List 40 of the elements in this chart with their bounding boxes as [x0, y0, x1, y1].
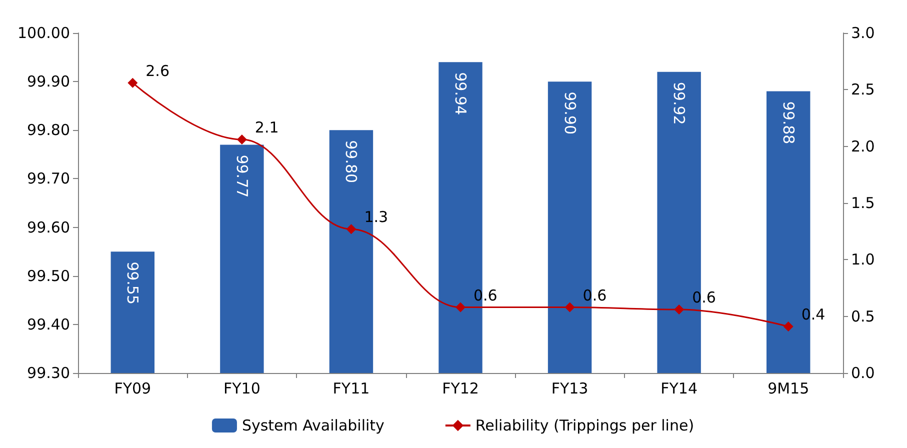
y-tick-label: 100.00 [18, 24, 70, 42]
point [346, 224, 356, 234]
point [674, 304, 684, 315]
y-tick-label: 99.30 [27, 364, 70, 382]
data-label: 99.77 [232, 154, 251, 198]
legend-label: Reliability (Trippings per line) [475, 416, 694, 434]
y-tick-label: 99.50 [27, 266, 70, 285]
point [456, 302, 466, 312]
y-tick-label: 99.40 [27, 315, 70, 334]
x-tick-label: FY11 [332, 380, 370, 398]
y2-tick-label: 2.0 [851, 137, 875, 156]
x-tick-label: FY13 [551, 380, 588, 398]
point [564, 302, 575, 312]
point [236, 134, 247, 145]
y2-tick-label: 1.5 [851, 194, 875, 212]
y2-tick-label: 0.0 [851, 364, 875, 382]
data-label: 99.80 [342, 140, 360, 184]
data-label: 2.1 [254, 118, 279, 137]
y-tick-label: 99.70 [27, 170, 70, 188]
y-tick-label: 99.80 [27, 121, 70, 140]
y2-tick-label: 2.5 [851, 80, 875, 99]
data-label: 99.90 [560, 92, 579, 135]
y2-tick-label: 1.0 [851, 250, 875, 269]
data-label: 2.6 [146, 62, 170, 80]
data-label: 99.94 [452, 72, 470, 116]
y2-tick-label: 3.0 [851, 24, 875, 42]
y-tick-label: 99.90 [27, 72, 70, 91]
point [128, 78, 138, 88]
x-tick-label: FY10 [223, 380, 260, 398]
data-label: 99.92 [670, 82, 688, 125]
legend-label: System Availability [242, 416, 385, 434]
x-tick-label: FY09 [114, 380, 152, 398]
x-tick-label: FY14 [660, 380, 698, 398]
x-tick-label: FY12 [442, 380, 479, 398]
y2-tick-label: 0.5 [851, 307, 875, 326]
point [783, 322, 794, 332]
x-tick-label: 9M15 [768, 380, 810, 398]
y-tick-label: 99.60 [27, 218, 70, 236]
data-label: 99.55 [124, 262, 142, 305]
data-label: 99.88 [779, 101, 798, 144]
